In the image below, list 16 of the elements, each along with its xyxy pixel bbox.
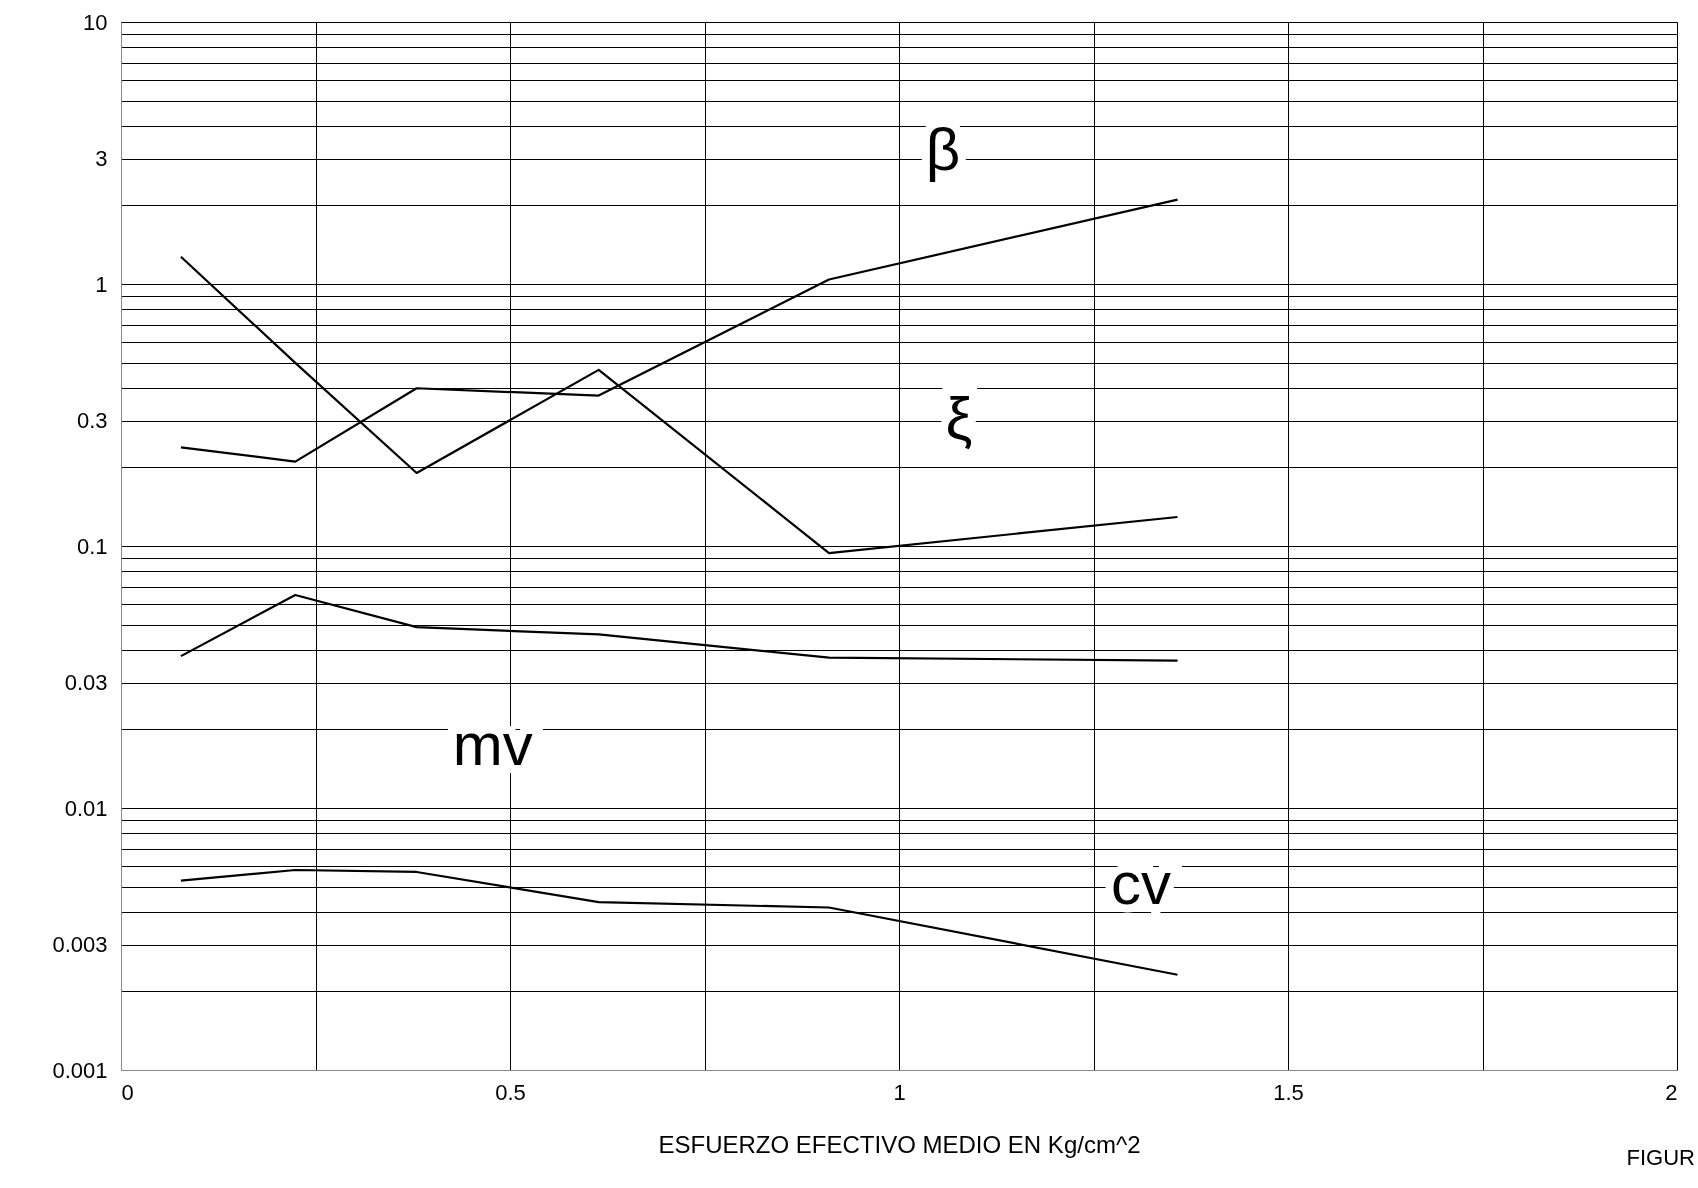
text: FIGUR	[1626, 1145, 1695, 1170]
y-tick-label: 0.3	[76, 408, 108, 434]
x-tick-label: 1	[893, 1079, 906, 1105]
y-tick-label: 1	[95, 271, 108, 297]
x-tick-label: 0	[121, 1079, 134, 1105]
y-tick-label: 0.001	[52, 1057, 108, 1083]
y-tick-label: 0.003	[52, 932, 108, 958]
y-tick-label: 10	[83, 9, 108, 35]
y-tick-label: 0.03	[64, 670, 108, 696]
x-tick-label: 0.5	[495, 1079, 526, 1105]
x-tick-label: 2	[1665, 1079, 1678, 1105]
x-axis-title: ESFUERZO EFECTIVO MEDIO EN Kg/cm^2	[658, 1130, 1141, 1158]
y-tick-label: 0.1	[76, 533, 108, 559]
y-tick-label: 0.01	[64, 795, 108, 821]
y-tick-label: 3	[95, 146, 108, 172]
x-tick-label: 1.5	[1273, 1079, 1304, 1105]
